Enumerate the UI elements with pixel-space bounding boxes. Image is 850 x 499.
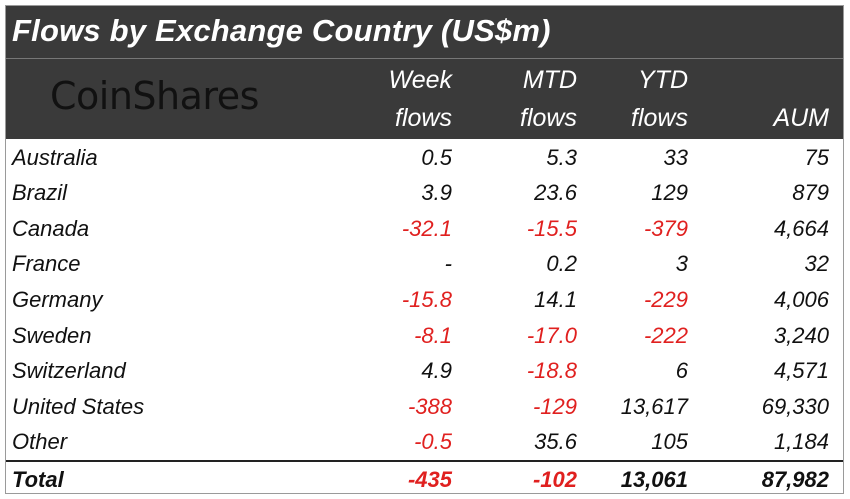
table-row: United States -388 -129 13,617 69,330 xyxy=(6,389,843,425)
week-cell: 3.9 xyxy=(421,180,452,206)
mtd-cell: -17.0 xyxy=(526,322,577,348)
total-row: Total -435 -102 13,061 87,982 xyxy=(6,462,843,498)
country-cell: Canada xyxy=(12,215,90,241)
mtd-cell: -18.8 xyxy=(526,358,577,384)
mtd-cell: -15.5 xyxy=(526,215,577,241)
col-aum-line2: AUM xyxy=(773,104,829,132)
country-cell: Germany xyxy=(12,286,103,312)
week-cell: -388 xyxy=(407,393,452,419)
week-cell: 0.5 xyxy=(421,144,452,170)
ytd-cell: -222 xyxy=(643,322,688,348)
mtd-cell: 0.2 xyxy=(546,251,577,277)
aum-cell: 69,330 xyxy=(761,393,829,419)
week-cell: -15.8 xyxy=(401,286,452,312)
mtd-cell: 14.1 xyxy=(534,286,577,312)
table-row: Sweden -8.1 -17.0 -222 3,240 xyxy=(6,318,843,354)
table-row: Brazil 3.9 23.6 129 879 xyxy=(6,175,843,211)
col-week-line2: flows xyxy=(395,104,452,132)
aum-cell: 32 xyxy=(804,251,829,277)
table-row: Australia 0.5 5.3 33 75 xyxy=(6,140,843,176)
aum-cell: 1,184 xyxy=(773,429,829,455)
aum-cell: 87,982 xyxy=(761,467,829,492)
country-cell: Other xyxy=(12,429,68,455)
table-header: Flows by Exchange Country (US$m) CoinSha… xyxy=(6,6,843,139)
ytd-cell: 13,061 xyxy=(620,467,688,492)
aum-cell: 3,240 xyxy=(773,322,829,348)
week-cell: -8.1 xyxy=(414,322,452,348)
country-cell: Brazil xyxy=(12,180,68,206)
col-mtd-line1: MTD xyxy=(522,66,577,94)
col-ytd-line1: YTD xyxy=(638,66,688,94)
week-cell: - xyxy=(444,251,452,277)
ytd-cell: -379 xyxy=(643,215,688,241)
ytd-cell: 33 xyxy=(663,144,688,170)
aum-cell: 4,571 xyxy=(773,358,829,384)
table-row: Germany -15.8 14.1 -229 4,006 xyxy=(6,282,843,318)
col-week-line1: Week xyxy=(388,66,452,94)
aum-cell: 4,006 xyxy=(773,286,829,312)
ytd-cell: 129 xyxy=(651,180,688,206)
aum-cell: 75 xyxy=(804,144,829,170)
week-cell: -0.5 xyxy=(414,429,452,455)
country-cell: United States xyxy=(12,393,145,419)
country-cell: Switzerland xyxy=(12,358,126,384)
total-divider xyxy=(6,460,843,462)
ytd-cell: 105 xyxy=(651,429,688,455)
country-cell: Sweden xyxy=(12,322,92,348)
mtd-cell: -102 xyxy=(532,467,577,492)
table-row: Canada -32.1 -15.5 -379 4,664 xyxy=(6,211,843,247)
flows-table: Flows by Exchange Country (US$m) CoinSha… xyxy=(5,5,844,494)
country-cell: Australia xyxy=(12,144,98,170)
week-cell: -32.1 xyxy=(401,215,452,241)
mtd-cell: 5.3 xyxy=(546,144,577,170)
table-row: France - 0.2 3 32 xyxy=(6,246,843,282)
mtd-cell: -129 xyxy=(532,393,577,419)
mtd-cell: 23.6 xyxy=(534,180,577,206)
ytd-cell: -229 xyxy=(643,286,688,312)
col-mtd-line2: flows xyxy=(520,104,577,132)
coinshares-logo: CoinShares xyxy=(50,74,259,118)
aum-cell: 879 xyxy=(792,180,829,206)
ytd-cell: 13,617 xyxy=(620,393,688,419)
col-ytd-line2: flows xyxy=(631,104,688,132)
ytd-cell: 3 xyxy=(675,251,688,277)
table-title: Flows by Exchange Country (US$m) xyxy=(12,13,551,48)
mtd-cell: 35.6 xyxy=(534,429,577,455)
aum-cell: 4,664 xyxy=(773,215,829,241)
week-cell: 4.9 xyxy=(421,358,452,384)
country-cell: France xyxy=(12,251,81,277)
title-divider xyxy=(6,58,843,59)
total-label: Total xyxy=(12,467,64,492)
ytd-cell: 6 xyxy=(675,358,688,384)
week-cell: -435 xyxy=(407,467,452,492)
table-row: Switzerland 4.9 -18.8 6 4,571 xyxy=(6,353,843,389)
table-row: Other -0.5 35.6 105 1,184 xyxy=(6,424,843,460)
